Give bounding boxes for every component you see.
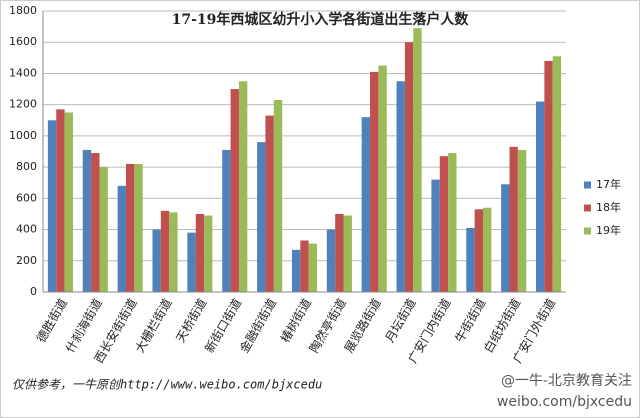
bar xyxy=(47,120,57,293)
y-tick-label: 600 xyxy=(16,191,37,204)
bar xyxy=(125,163,135,292)
bar xyxy=(474,209,484,292)
y-tick-label: 800 xyxy=(16,160,37,173)
bar xyxy=(326,229,336,292)
bar xyxy=(439,156,449,292)
y-tick-label: 0 xyxy=(30,285,37,298)
bar xyxy=(238,81,248,292)
y-tick-label: 200 xyxy=(16,254,37,267)
bar xyxy=(160,210,170,292)
y-tick-label: 1600 xyxy=(9,35,37,48)
bar xyxy=(56,109,65,292)
bar xyxy=(343,215,352,292)
y-tick-label: 1400 xyxy=(9,66,37,79)
legend-label: 19年 xyxy=(596,223,621,237)
bar xyxy=(396,81,405,292)
bar xyxy=(404,42,414,292)
bar xyxy=(501,184,510,292)
bar xyxy=(544,60,553,293)
y-tick-label: 1000 xyxy=(9,129,37,142)
watermark: weibo.com/bjxcedu xyxy=(497,394,632,410)
y-tick-label: 1200 xyxy=(9,98,37,111)
bar xyxy=(552,56,562,293)
watermark: @一牛-北京教育关注 xyxy=(501,373,632,389)
legend-label: 17年 xyxy=(596,177,621,191)
bar xyxy=(413,28,422,293)
bar xyxy=(230,89,239,292)
legend-swatch xyxy=(584,204,591,212)
source-note: 仅供参考，一牛原创http://www.weibo.com/bjxcedu xyxy=(12,378,322,392)
bar xyxy=(204,215,213,292)
bar xyxy=(308,243,318,292)
bar xyxy=(378,65,387,292)
bar xyxy=(222,149,231,292)
bar xyxy=(273,99,283,292)
bar xyxy=(152,229,161,292)
bar xyxy=(91,153,100,292)
bar xyxy=(431,179,440,292)
legend-swatch xyxy=(584,227,591,235)
bar xyxy=(509,146,518,292)
bar xyxy=(335,213,344,292)
bar xyxy=(187,232,196,292)
bar xyxy=(517,149,527,292)
bar xyxy=(169,212,178,292)
legend-label: 18年 xyxy=(596,200,621,214)
bar xyxy=(117,185,126,292)
chart-title: 17-19年西城区幼升小入学各街道出生落户人数 xyxy=(172,11,470,28)
bar xyxy=(134,163,143,292)
bar xyxy=(536,101,545,293)
bar xyxy=(483,207,492,292)
y-tick-label: 1800 xyxy=(9,4,37,17)
bar xyxy=(82,149,92,292)
bar xyxy=(300,240,309,292)
bar xyxy=(265,115,274,292)
bar xyxy=(448,153,457,292)
bar xyxy=(195,213,205,292)
bar xyxy=(361,117,371,293)
bar xyxy=(370,71,379,292)
bar xyxy=(99,167,108,292)
y-tick-label: 400 xyxy=(16,223,37,236)
bar xyxy=(466,227,475,292)
bar xyxy=(291,249,301,292)
bar xyxy=(64,112,73,292)
legend-swatch xyxy=(584,181,591,189)
bar xyxy=(257,142,266,292)
